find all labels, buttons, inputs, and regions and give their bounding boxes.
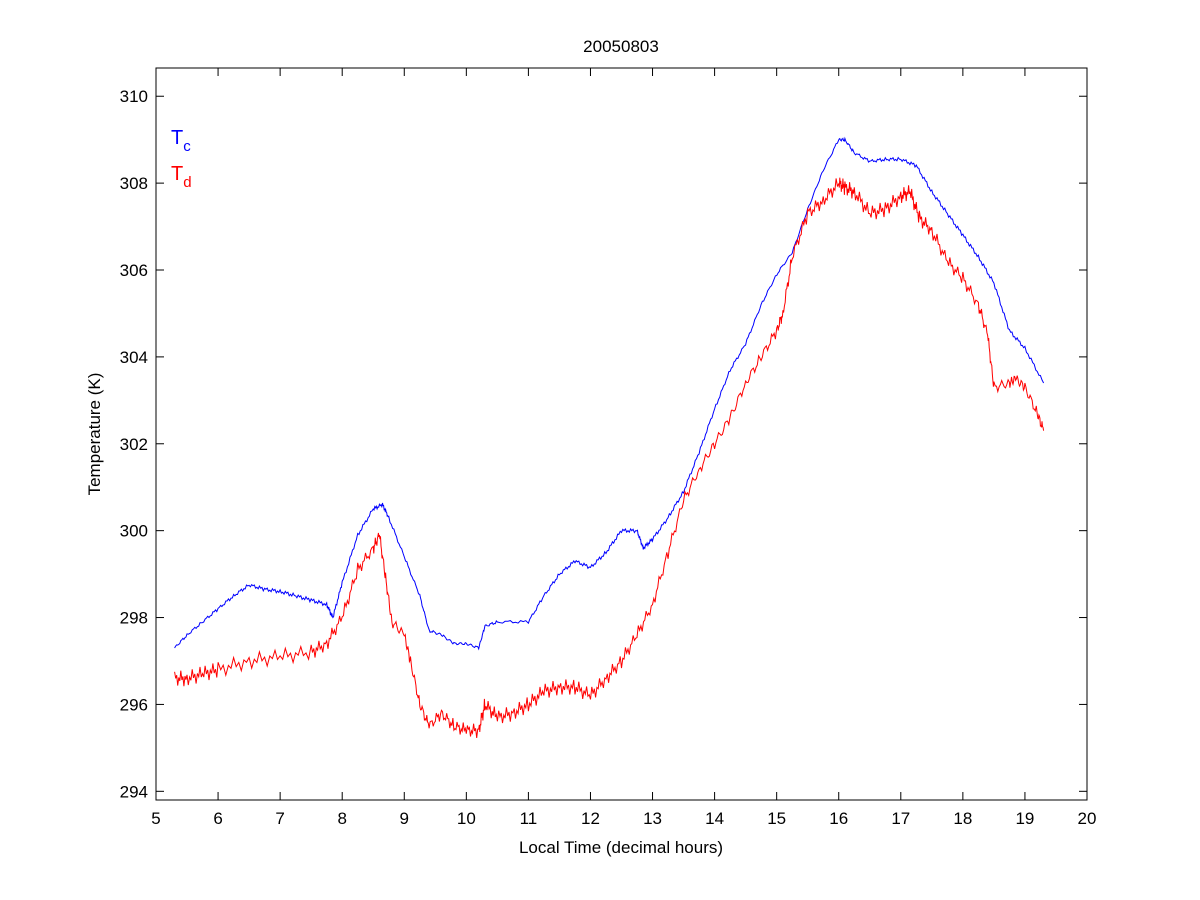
y-tick-label: 308 xyxy=(120,174,148,193)
y-tick-label: 294 xyxy=(120,782,148,801)
x-tick-label: 16 xyxy=(829,809,848,828)
x-tick-label: 15 xyxy=(767,809,786,828)
x-tick-label: 11 xyxy=(520,809,538,828)
x-tick-label: 9 xyxy=(400,809,409,828)
x-tick-label: 13 xyxy=(643,809,662,828)
x-tick-label: 10 xyxy=(457,809,476,828)
x-tick-label: 20 xyxy=(1078,809,1097,828)
x-tick-label: 8 xyxy=(337,809,346,828)
x-axis-label: Local Time (decimal hours) xyxy=(519,838,723,857)
plot-area xyxy=(155,67,1088,801)
x-tick-label: 14 xyxy=(705,809,724,828)
y-tick-label: 298 xyxy=(120,609,148,628)
series-line-tc xyxy=(174,136,1045,651)
legend-tc: Tc xyxy=(171,127,191,155)
x-tick-label: 6 xyxy=(213,809,222,828)
x-tick-label: 17 xyxy=(891,809,910,828)
x-tick-label: 12 xyxy=(581,809,600,828)
y-axis-label: Temperature (K) xyxy=(85,373,104,496)
y-tick-label: 296 xyxy=(120,695,148,714)
x-tick-label: 7 xyxy=(275,809,284,828)
legend-td: Td xyxy=(171,163,192,191)
x-tick-label: 18 xyxy=(953,809,972,828)
y-tick-label: 304 xyxy=(120,348,148,367)
legend: Tc Td xyxy=(171,127,192,191)
x-tick-label: 5 xyxy=(151,809,160,828)
y-tick-label: 310 xyxy=(120,87,148,106)
y-tick-label: 300 xyxy=(120,522,148,541)
chart-title: 20050803 xyxy=(583,37,659,56)
x-tick-label: 19 xyxy=(1015,809,1034,828)
y-tick-label: 306 xyxy=(120,261,148,280)
y-tick-label: 302 xyxy=(120,435,148,454)
series-line-td xyxy=(174,177,1045,738)
